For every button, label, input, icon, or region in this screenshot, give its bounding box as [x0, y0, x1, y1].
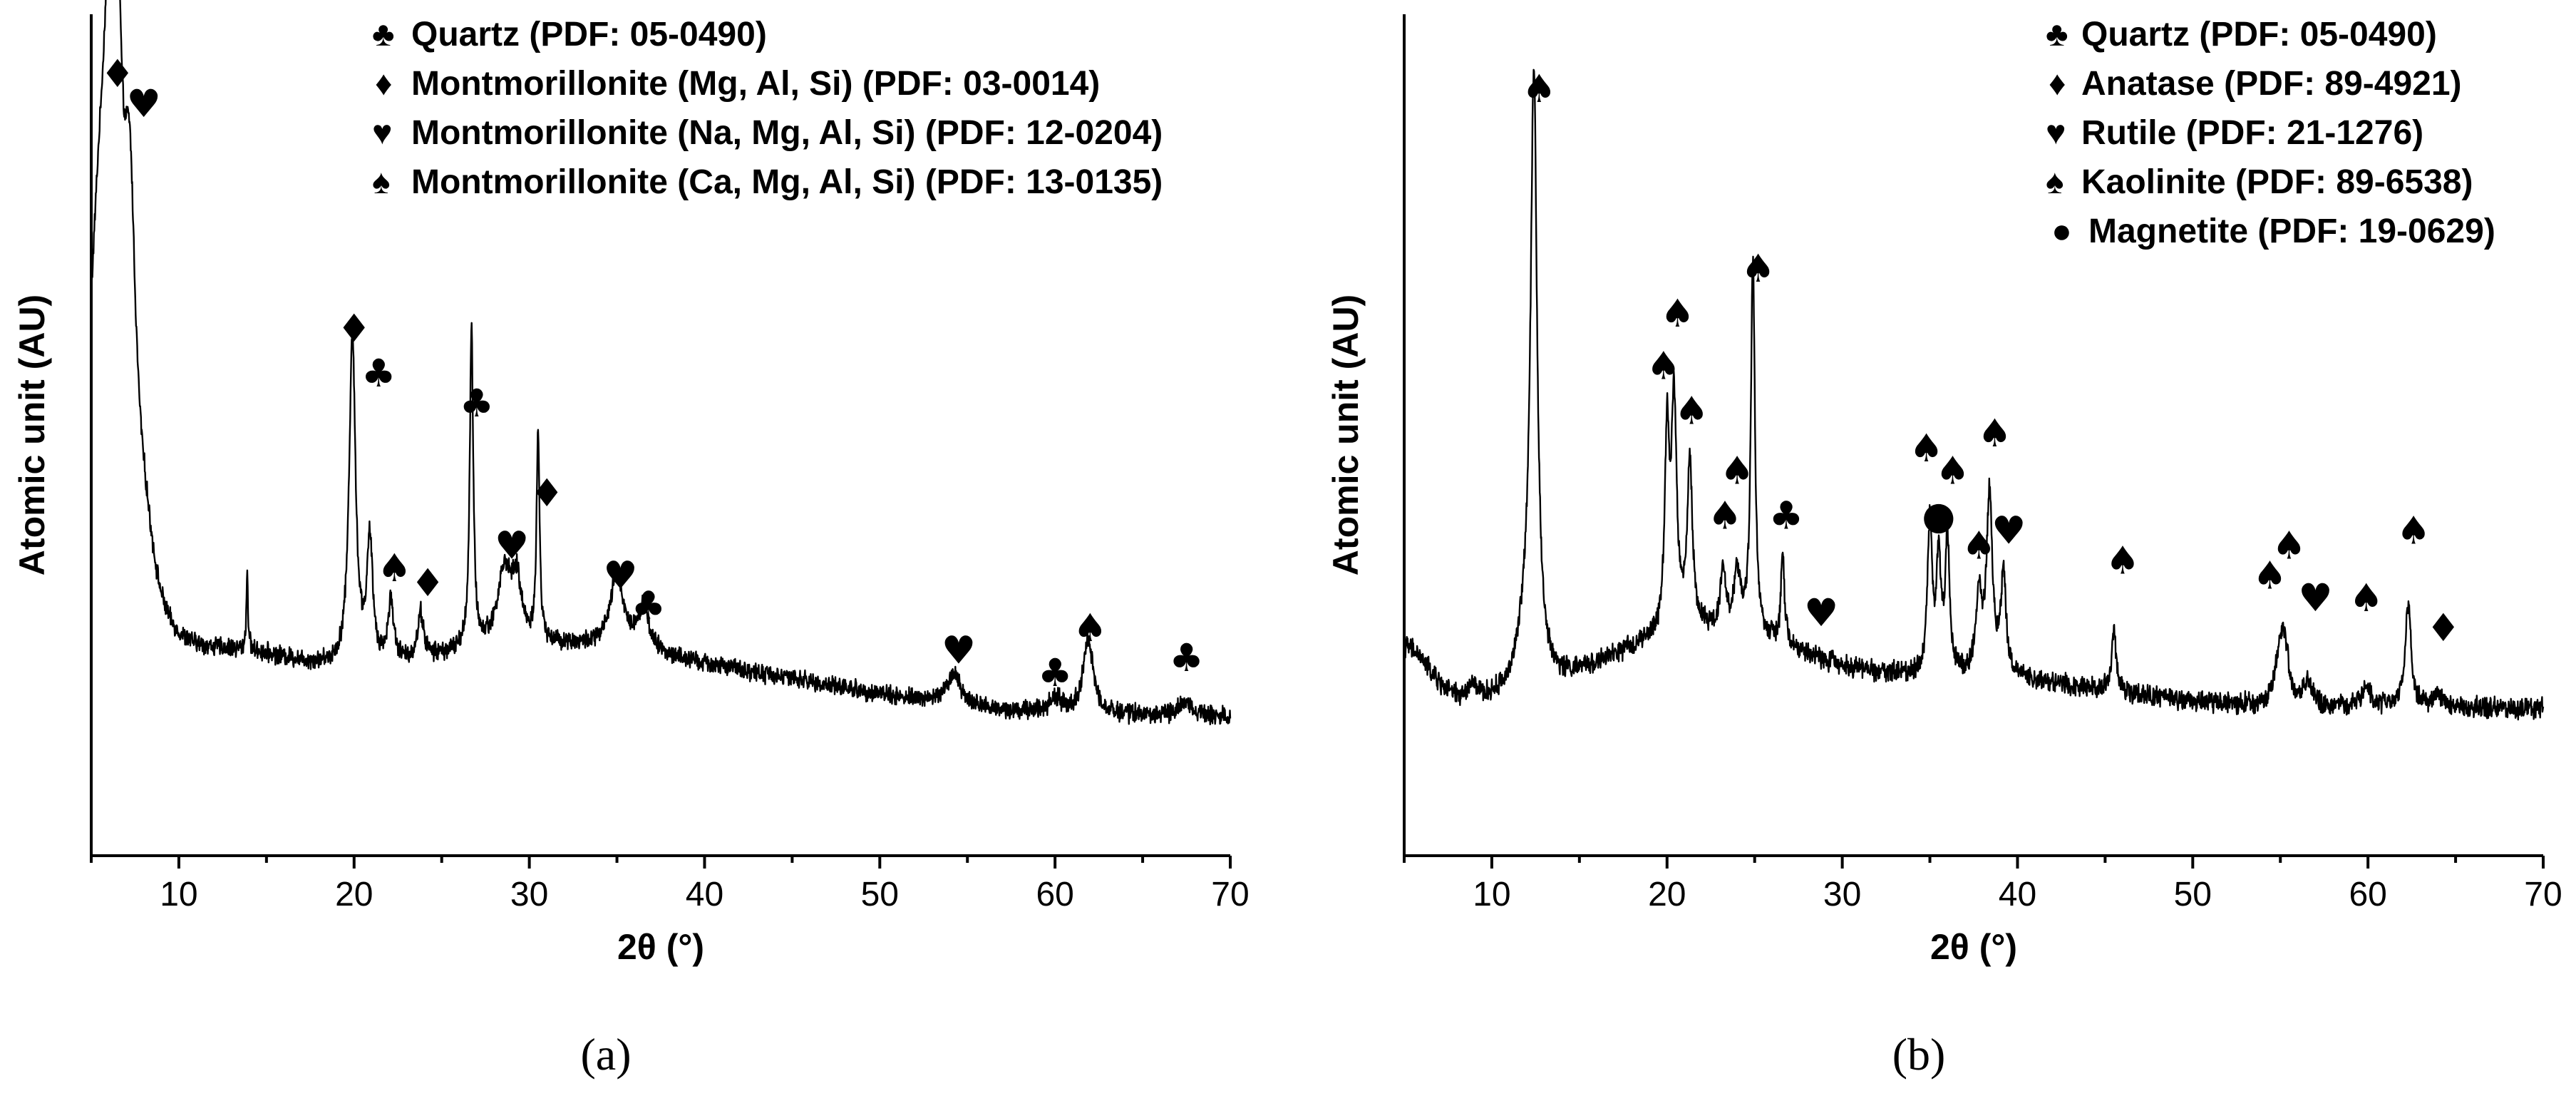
- legend-entry-montmorillonite-na: Montmorillonite (Na, Mg, Al, Si) (PDF: 1…: [411, 114, 1163, 152]
- panel-a-x-axis-label: 2θ (°): [617, 927, 704, 967]
- peak-marker-diamond-icon: ♦: [101, 51, 135, 96]
- x-tick-label: 30: [1823, 876, 1861, 913]
- peak-marker-spade-icon: ♠: [1674, 389, 1709, 434]
- x-tick-label: 20: [335, 876, 373, 913]
- peak-marker-spade-icon: ♠: [1073, 605, 1107, 650]
- panel-a-phase-markers: ♦♥♦♣♣♦♥♠♦ ♥♣♥ ♣♠♣: [101, 51, 1204, 695]
- legend-entry-montmorillonite-ca: Montmorillonite (Ca, Mg, Al, Si) (PDF: 1…: [411, 163, 1163, 201]
- panel-b-xrd-trace: [1403, 68, 2545, 721]
- panel-a-x-ticks: 10 20 30 40 50 60 70: [90, 856, 1250, 913]
- peak-marker-spade-icon: ♠: [1977, 411, 2011, 456]
- panel-b-y-axis-label: Atomic unit (AU): [1326, 295, 1366, 575]
- x-tick-label: 40: [1999, 876, 2036, 913]
- peak-marker-spade-icon: ♠: [1647, 344, 1681, 389]
- peak-marker-club-icon: ♣: [632, 583, 666, 628]
- panel-b-legend: ♣ Quartz (PDF: 05-0490) ♦ Anatase (PDF: …: [2046, 16, 2495, 250]
- peak-marker-heart-icon: ♥: [495, 523, 529, 568]
- peak-marker-spade-icon: ♠: [1741, 246, 1775, 291]
- peak-marker-heart-icon: ♥: [2298, 575, 2332, 620]
- peak-marker-spade-icon: ♠: [1935, 449, 1969, 493]
- peak-marker-spade-icon: ♠: [2106, 538, 2140, 583]
- x-tick-label: 20: [1648, 876, 1686, 913]
- legend-entry-quartz: Quartz (PDF: 05-0490): [2081, 16, 2437, 53]
- peak-marker-spade-icon: ♠: [2252, 553, 2287, 598]
- peak-marker-dot-icon: ●: [1922, 493, 1955, 538]
- peak-marker-heart-icon: ♥: [1804, 590, 1838, 635]
- x-tick-label: 50: [861, 876, 899, 913]
- legend-entry-magnetite: Magnetite (PDF: 19-0629): [2088, 212, 2495, 250]
- peak-marker-spade-icon: ♠: [1962, 523, 1996, 568]
- peak-marker-heart-icon: ♥: [1992, 508, 2026, 553]
- legend-entry-kaolinite: Kaolinite (PDF: 89-6538): [2081, 163, 2473, 201]
- peak-marker-spade-icon: ♠: [1720, 449, 1754, 493]
- peak-marker-club-icon: ♣: [361, 351, 396, 396]
- peak-marker-spade-icon: ♠: [1708, 493, 1742, 538]
- x-tick-label: 30: [510, 876, 548, 913]
- panel-b-x-ticks: 10 20 30 40 50 60 70: [1403, 856, 2562, 913]
- panel-b-caption: (b): [1892, 1029, 1946, 1080]
- peak-marker-club-icon: ♣: [1769, 493, 1803, 538]
- peak-marker-heart-icon: ♥: [942, 628, 976, 673]
- legend-heart-icon: ♥: [372, 114, 393, 152]
- peak-marker-diamond-icon: ♦: [530, 471, 564, 516]
- x-tick-label: 60: [2349, 876, 2386, 913]
- x-tick-label: 40: [686, 876, 723, 913]
- x-tick-label: 10: [160, 876, 197, 913]
- x-tick-label: 70: [2524, 876, 2562, 913]
- panel-a-legend: ♣ Quartz (PDF: 05-0490) ♦ Montmorillonit…: [372, 16, 1163, 201]
- peak-marker-spade-icon: ♠: [377, 546, 411, 590]
- x-tick-label: 10: [1473, 876, 1510, 913]
- peak-marker-club-icon: ♣: [460, 381, 494, 426]
- legend-heart-icon: ♥: [2046, 114, 2066, 152]
- peak-marker-spade-icon: ♠: [2396, 508, 2431, 553]
- x-tick-label: 60: [1036, 876, 1073, 913]
- legend-entry-rutile: Rutile (PDF: 21-1276): [2081, 114, 2423, 152]
- panel-a-y-axis-label: Atomic unit (AU): [12, 295, 52, 575]
- peak-marker-spade-icon: ♠: [1660, 291, 1694, 336]
- panel-a-xrd-trace: [90, 0, 1232, 726]
- peak-marker-diamond-icon: ♦: [2426, 605, 2461, 650]
- panel-b-x-axis-label: 2θ (°): [1930, 927, 2017, 967]
- legend-spade-icon: ♠: [2046, 163, 2064, 201]
- panel-a: 10 20 30 40 50 60 70 2θ (°) Atomic unit (AU) ♣…: [12, 0, 1250, 1080]
- peak-marker-spade-icon: ♠: [1522, 66, 1556, 111]
- legend-club-icon: ♣: [2046, 16, 2068, 53]
- peak-marker-diamond-icon: ♦: [337, 306, 371, 351]
- legend-spade-icon: ♠: [372, 163, 391, 201]
- legend-entry-quartz: Quartz (PDF: 05-0490): [411, 16, 767, 53]
- x-tick-label: 50: [2174, 876, 2212, 913]
- peak-marker-club-icon: ♣: [1169, 635, 1203, 680]
- peak-marker-spade-icon: ♠: [2272, 523, 2306, 568]
- peak-marker-heart-icon: ♥: [603, 553, 637, 598]
- peak-marker-diamond-icon: ♦: [411, 560, 445, 605]
- legend-diamond-icon: ♦: [2049, 65, 2066, 103]
- panel-b-phase-markers: ♠♠♠♠♠♠♠ ♣♥♠♠♠●♠♥♠ ♠♠♥ ♠♠♦: [1522, 66, 2461, 650]
- legend-entry-anatase: Anatase (PDF: 89-4921): [2081, 65, 2462, 103]
- panel-b: 10 20 30 40 50 60 70 2θ (°) Atomic unit (AU) ♣…: [1326, 14, 2562, 1080]
- legend-entry-montmorillonite-mg: Montmorillonite (Mg, Al, Si) (PDF: 03-00…: [411, 65, 1100, 103]
- peak-marker-club-icon: ♣: [1038, 650, 1072, 695]
- legend-diamond-icon: ♦: [375, 65, 393, 103]
- x-tick-label: 70: [1211, 876, 1249, 913]
- legend-dot-icon: ●: [2051, 212, 2072, 250]
- peak-marker-spade-icon: ♠: [1909, 426, 1943, 471]
- panel-a-caption: (a): [580, 1029, 631, 1080]
- peak-marker-spade-icon: ♠: [2349, 575, 2383, 620]
- peak-marker-heart-icon: ♥: [127, 81, 161, 126]
- legend-club-icon: ♣: [372, 16, 395, 53]
